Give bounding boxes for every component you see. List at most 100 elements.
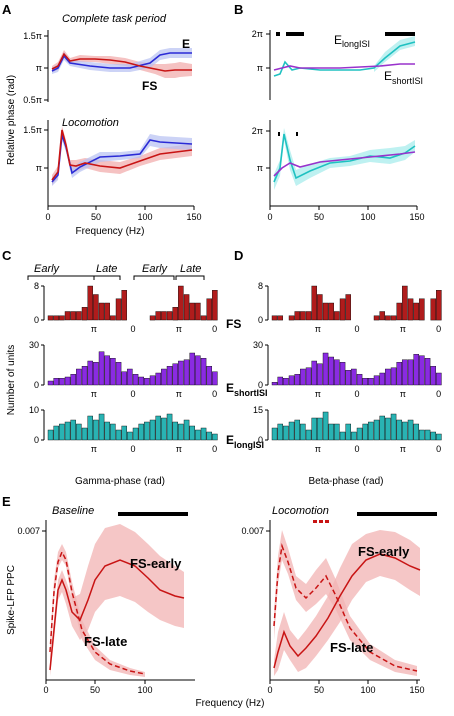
- d-bar-fs: [277, 315, 284, 321]
- panel-letter-c: C: [2, 248, 12, 263]
- d-xtick: 0: [354, 389, 359, 399]
- c-bar-long: [53, 425, 60, 441]
- d-bar-long: [311, 417, 318, 441]
- d-bar-short: [345, 370, 352, 386]
- d-bar-fs: [373, 315, 380, 321]
- d-bar-long: [373, 419, 380, 441]
- d-bar-long: [362, 423, 369, 441]
- c-ytick-label: 0: [34, 380, 39, 390]
- d-bar-long: [271, 427, 278, 441]
- d-xtick: π: [315, 444, 321, 454]
- d-bar-fs: [322, 302, 329, 321]
- d-bar-long: [328, 423, 335, 441]
- e-left-axes: 0.007 0 50 100: [17, 520, 195, 695]
- c-bar-long: [200, 427, 207, 441]
- a-top-ytick: 1.5π: [23, 31, 42, 41]
- c-ytick-label: 30: [29, 340, 39, 350]
- c-bar-long: [115, 429, 122, 441]
- d-bar-short: [317, 363, 323, 386]
- c-bar-long: [183, 419, 190, 441]
- d-ytick-label: 0: [258, 380, 263, 390]
- d-xtick: 0: [436, 324, 441, 334]
- a-bottom-ytick: π: [36, 163, 42, 173]
- d-bar-short: [283, 378, 289, 386]
- d-bar-fs: [379, 311, 386, 321]
- b-top-short-line: [273, 63, 415, 71]
- d-bar-fs: [328, 302, 335, 321]
- c-bar-long: [127, 431, 133, 441]
- e-left-late-line: [49, 550, 146, 675]
- d-bar-long: [345, 423, 352, 441]
- a-xtick: 100: [137, 212, 152, 222]
- d-bar-long: [322, 411, 329, 441]
- d-bar-long: [356, 427, 363, 441]
- d-bar-fs: [396, 302, 403, 321]
- c-xtick: 0: [130, 324, 135, 334]
- c-bar-short: [110, 358, 116, 386]
- e-xtick: 100: [137, 685, 152, 695]
- d-bar-short: [351, 368, 357, 386]
- d-bar-fs: [430, 298, 437, 321]
- d-bar-short: [430, 366, 437, 386]
- a-bottom-ytick: 1.5π: [23, 125, 42, 135]
- c-bar-fs: [178, 285, 184, 321]
- c-bar-long: [138, 423, 144, 441]
- c-late-1: Late: [96, 263, 117, 275]
- d-bar-short: [368, 378, 374, 386]
- d-bar-fs: [345, 294, 352, 321]
- c-bar-fs: [64, 311, 71, 321]
- d-bar-short: [390, 367, 397, 386]
- d-bar-fs: [311, 285, 318, 321]
- c-bar-short: [93, 362, 99, 386]
- e-right-fs-early: FS-early: [358, 544, 410, 559]
- c-xtick: π: [91, 324, 97, 334]
- c-bar-fs: [81, 307, 88, 321]
- c-bar-fs: [155, 311, 161, 321]
- c-bar-short: [115, 362, 122, 386]
- c-xtick: π: [91, 444, 97, 454]
- panel-letter-a: A: [2, 2, 12, 17]
- d-bar-long: [436, 433, 442, 441]
- c-bar-short: [138, 376, 144, 386]
- d-bar-short: [277, 376, 284, 386]
- a-xtick: 0: [45, 212, 50, 222]
- e-right-late-line: [273, 543, 418, 672]
- e-sig-bar: [118, 512, 188, 516]
- panel-letter-d: D: [234, 248, 243, 263]
- c-bar-fs: [195, 302, 201, 321]
- d-bar-short: [339, 362, 346, 386]
- e-right-early-band: [274, 530, 420, 676]
- a-top-fs-line: [51, 52, 192, 72]
- d-bar-short: [311, 360, 318, 386]
- c-row-sub-long: longISI: [234, 440, 264, 450]
- b-bottom-axes: 2π π 0 50 100 150: [252, 120, 425, 222]
- d-ytick-label: 30: [253, 340, 263, 350]
- d-ytick-label: 0: [258, 315, 263, 325]
- c-bar-long: [104, 421, 110, 441]
- e-left-fs-late: FS-late: [84, 634, 127, 649]
- c-bar-short: [155, 372, 161, 386]
- c-bar-short: [104, 355, 110, 386]
- c-bar-fs: [212, 290, 218, 321]
- b-sig-bar: [296, 132, 298, 136]
- d-xtick: 0: [436, 444, 441, 454]
- c-bar-long: [76, 423, 82, 441]
- c-bar-short: [70, 374, 76, 386]
- c-bar-fs: [110, 315, 116, 321]
- d-histograms: 8 0 π 0 π 0 30 0 π 0 π 0 15 0 π 0 π 0: [253, 281, 442, 454]
- b-label-short: E: [384, 69, 392, 83]
- d-bar-fs: [390, 315, 397, 321]
- c-bar-fs: [93, 294, 99, 321]
- d-bar-short: [385, 368, 391, 386]
- e-xtick: 0: [43, 685, 48, 695]
- b-xtick: 50: [314, 212, 324, 222]
- c-xtick: 0: [212, 324, 217, 334]
- panel-c: Early Late Early Late FS E shortISI E lo…: [6, 263, 268, 487]
- d-bar-long: [419, 429, 425, 441]
- panel-b: 2π π E longISI E shortISI 2π π 0 50 100 …: [252, 29, 425, 222]
- d-bar-long: [396, 419, 403, 441]
- c-bar-short: [59, 378, 65, 386]
- e-sig-dot: [319, 520, 323, 523]
- d-bar-short: [407, 359, 414, 386]
